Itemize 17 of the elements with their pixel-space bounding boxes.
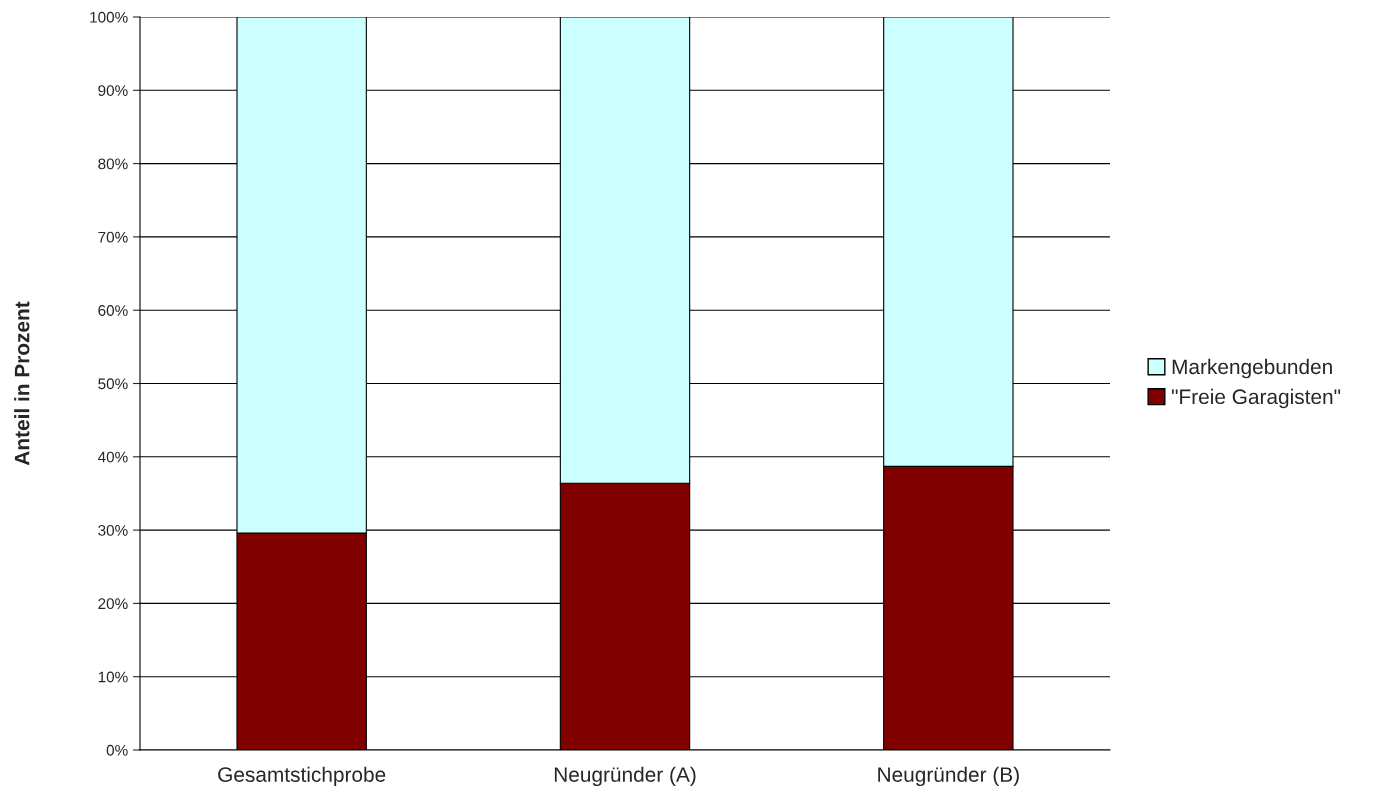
y-tick-label: 80% (98, 158, 128, 170)
legend-label: Markengebunden (1172, 358, 1332, 379)
y-tick-label: 10% (98, 671, 128, 683)
x-tick-label: Neugründer (B) (878, 766, 1019, 787)
y-tick-label: 20% (98, 598, 128, 610)
y-tick-label: 30% (98, 524, 128, 536)
x-tick-label: Neugründer (A) (554, 766, 696, 787)
y-tick-label: 90% (98, 85, 128, 96)
x-tick-label: Gesamtstichprobe (218, 766, 386, 787)
y-tick-label: 40% (97, 451, 128, 463)
y-tick-label: 70% (98, 231, 128, 243)
y-tick-label: 60% (98, 305, 128, 316)
y-tick-label: 0% (106, 744, 128, 756)
y-tick-label: 100% (90, 11, 128, 23)
y-axis-title: Anteil in Prozent (14, 301, 30, 466)
y-tick-label: 50% (98, 378, 128, 390)
legend-label: "Freie Garagisten" (1171, 388, 1341, 409)
